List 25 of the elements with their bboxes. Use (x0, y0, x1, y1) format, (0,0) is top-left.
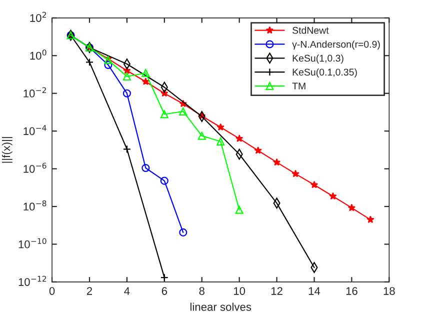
x-tick-label: 12 (271, 287, 282, 295)
y-tick-label: 10$^{−4}$ (24, 125, 46, 136)
x-tick-label: 0 (49, 287, 55, 295)
y-tick-label: 10$^{−6}$ (24, 162, 46, 173)
legend-label: KeSu(1,0.3) (292, 54, 344, 64)
x-tick-label: 2 (86, 287, 92, 295)
x-tick-label: 16 (346, 287, 358, 295)
x-tick-label: 6 (162, 287, 168, 295)
y-tick-label: 10$^{2}$ (30, 12, 46, 22)
y-axis-title: ||f(x)|| (2, 137, 12, 163)
y-tick-label: 10$^{0}$ (30, 50, 46, 60)
legend-label: TM (292, 82, 306, 90)
y-tick-label: 10$^{−10}$ (18, 238, 46, 248)
y-tick-label: 10$^{−12}$ (18, 276, 46, 286)
legend-label: γ-N.Anderson(r=0.9) (292, 40, 380, 50)
x-tick-label: 18 (384, 287, 395, 295)
x-axis-title: linear solves (190, 302, 252, 311)
y-tick-label: 10$^{−8}$ (24, 200, 46, 211)
legend-label: StdNewt (292, 26, 329, 34)
legend-label: KeSu(0.1,0.35) (292, 68, 357, 78)
x-tick-label: 10 (234, 287, 246, 295)
x-tick-label: 4 (124, 287, 130, 295)
x-tick-label: 8 (199, 287, 204, 295)
y-tick-label: 10$^{−2}$ (24, 87, 46, 98)
x-tick-label: 14 (308, 287, 320, 295)
